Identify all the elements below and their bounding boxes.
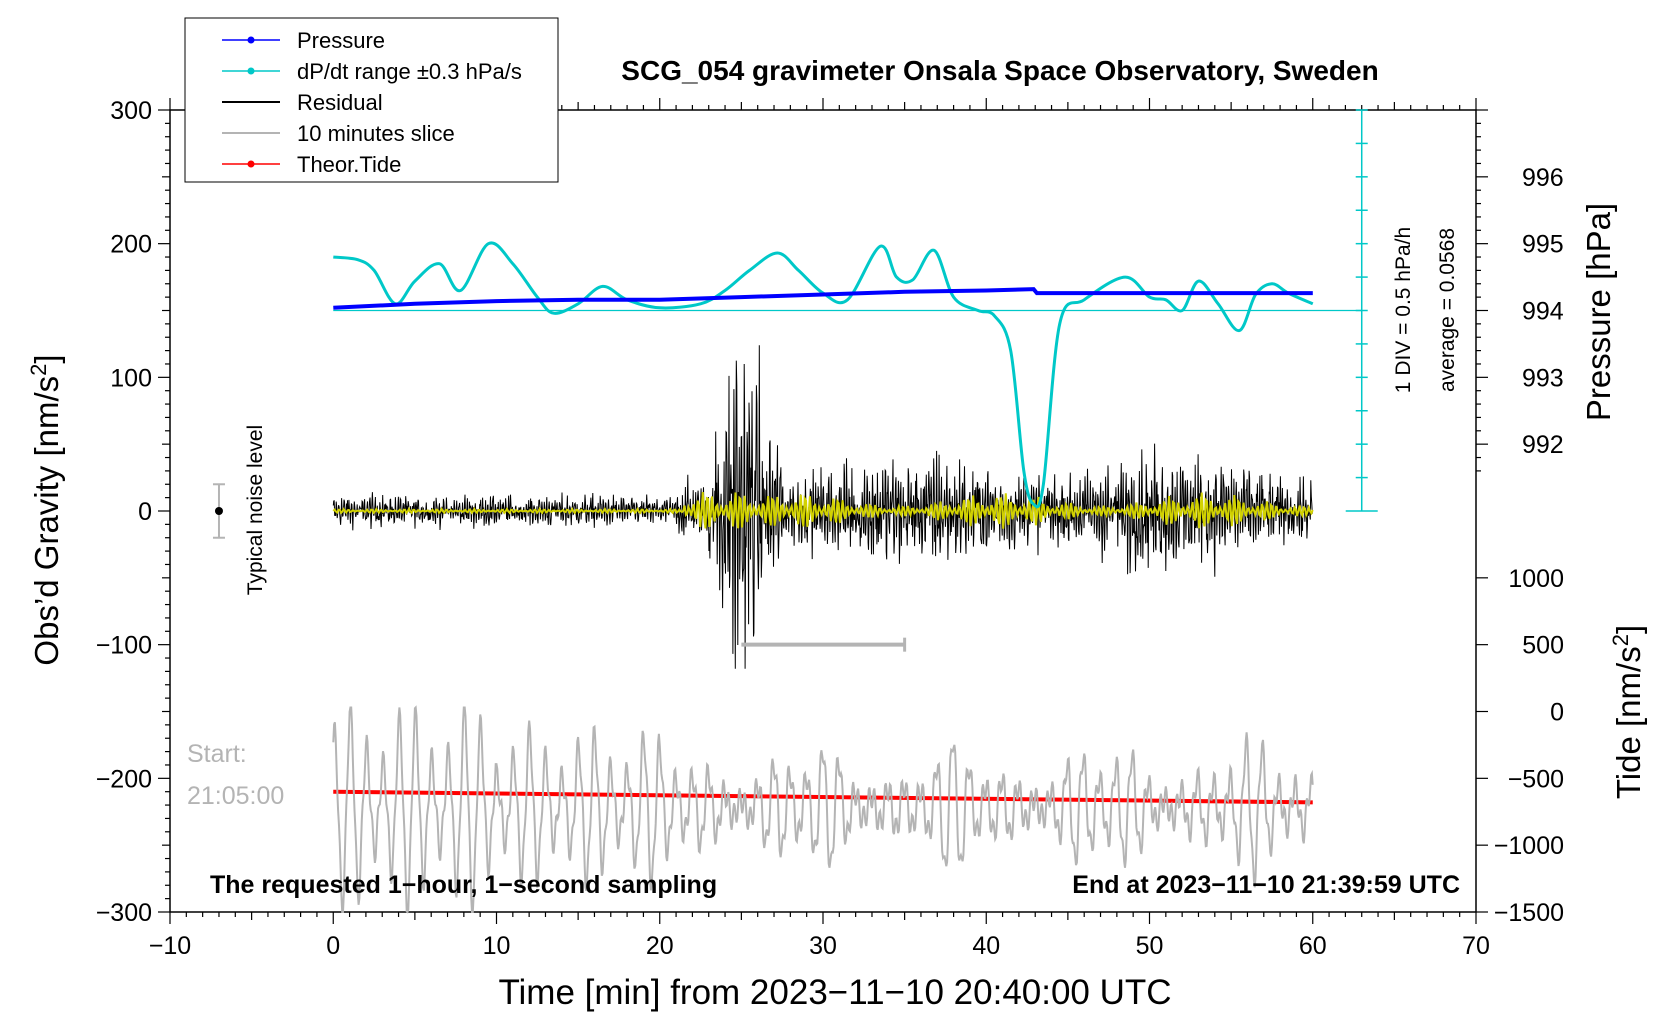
y-tick-label-tide: −500 <box>1508 765 1564 793</box>
x-axis-label: Time [min] from 2023−11−10 20:40:00 UTC <box>498 973 1171 1012</box>
x-tick-label: −10 <box>149 932 191 960</box>
y-tick-label-gravity: 0 <box>138 498 152 526</box>
y-tick-label-pressure: 995 <box>1522 231 1564 259</box>
y-tick-label-gravity: 100 <box>110 364 152 392</box>
axis-tick-labels: −10 0 10 20 30 40 50 60 703002001000−100−200−300… <box>96 97 1564 960</box>
legend-box <box>184 17 559 183</box>
x-tick-label: 70 <box>1462 932 1490 960</box>
series-layer <box>212 109 1378 914</box>
residual-filtered-line <box>332 492 1314 529</box>
y-tick-label-gravity: −100 <box>96 632 152 660</box>
x-tick-label: 20 <box>646 932 674 960</box>
y-tick-label-tide: 0 <box>1550 699 1564 727</box>
y-axis-label-tide: Tide [nm/s2] <box>1608 625 1647 799</box>
y-tick-label-pressure: 993 <box>1522 364 1564 392</box>
y-tick-label-gravity: −300 <box>96 899 152 927</box>
legend: Pressure dP/dt range ±0.3 hPa/s Residual… <box>184 17 559 183</box>
x-tick-label: 50 <box>1136 932 1164 960</box>
dpdt-line <box>333 241 1314 509</box>
y-tick-label-gravity: 200 <box>110 231 152 259</box>
legend-tide-marker <box>247 160 255 168</box>
y-tick-label-pressure: 992 <box>1522 431 1564 459</box>
y-tick-label-tide: 500 <box>1522 632 1564 660</box>
legend-dpdt-marker <box>247 67 255 75</box>
end-time-note: End at 2023−11−10 21:39:59 UTC <box>1072 871 1460 899</box>
y-axis-label-left: Obs’d Gravity [nm/s2] <box>26 354 65 665</box>
x-tick-label: 60 <box>1299 932 1327 960</box>
chart-title: SCG_054 gravimeter Onsala Space Observat… <box>621 55 1378 86</box>
y-tick-label-tide: 1000 <box>1508 565 1564 593</box>
x-tick-label: 10 <box>483 932 511 960</box>
dpdt-average-label: average = 0.0568 <box>1436 228 1459 392</box>
legend-dpdt-label: dP/dt range ±0.3 hPa/s <box>297 59 522 84</box>
x-tick-label: 0 <box>326 932 340 960</box>
tide-line <box>333 789 1313 805</box>
y-tick-label-pressure: 996 <box>1522 164 1564 192</box>
legend-residual-label: Residual <box>297 90 383 115</box>
y-tick-label-gravity: 300 <box>110 97 152 125</box>
pressure-line <box>333 287 1313 310</box>
start-time: 21:05:00 <box>187 782 284 810</box>
y-tick-label-tide: −1500 <box>1494 899 1564 927</box>
noise-bar-center <box>214 507 223 515</box>
y-tick-label-gravity: −200 <box>96 765 152 793</box>
legend-pressure-marker <box>247 36 255 44</box>
legend-pressure-label: Pressure <box>297 28 385 53</box>
slice-line <box>332 705 1314 914</box>
y-tick-label-pressure: 994 <box>1522 298 1564 326</box>
start-label: Start: <box>187 740 247 768</box>
y-axis-label-pressure: Pressure [hPa] <box>1580 203 1617 421</box>
legend-slice-label: 10 minutes slice <box>297 121 455 146</box>
x-tick-label: 40 <box>972 932 1000 960</box>
sampling-note: The requested 1−hour, 1−second sampling <box>210 871 717 899</box>
noise-label: Typical noise level <box>244 425 267 595</box>
x-tick-label: 30 <box>809 932 837 960</box>
dpdt-scale-label: 1 DIV = 0.5 hPa/h <box>1392 227 1415 393</box>
legend-tide-label: Theor.Tide <box>297 152 401 177</box>
y-tick-label-tide: −1000 <box>1494 832 1564 860</box>
